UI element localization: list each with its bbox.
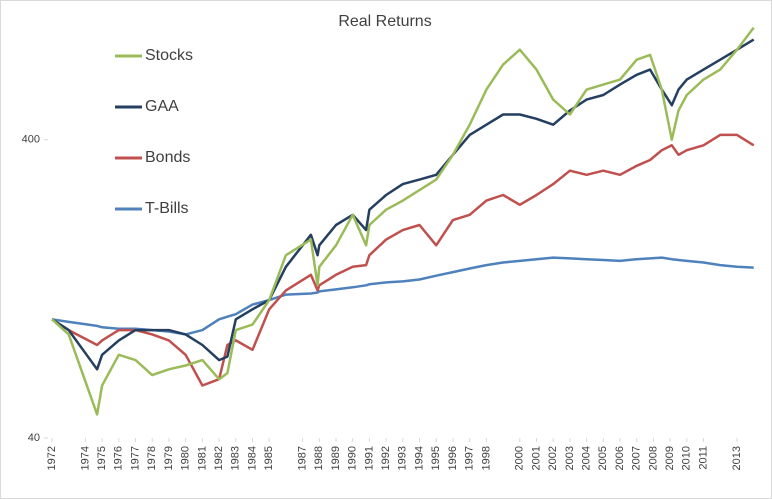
x-tick-label: 1977 — [129, 446, 141, 470]
x-tick-label: 1974 — [79, 446, 91, 470]
legend-label: Bonds — [145, 149, 190, 166]
x-tick-label: 2004 — [581, 446, 593, 470]
x-tick-label: 1984 — [246, 446, 258, 470]
x-tick-label: 2003 — [564, 446, 576, 470]
y-tick-label: 400 — [22, 134, 40, 146]
x-tick-label: 2013 — [731, 446, 743, 470]
x-tick-label: 1993 — [397, 446, 409, 470]
x-tick-label: 1985 — [263, 446, 275, 470]
x-tick-label: 1989 — [330, 446, 342, 470]
x-tick-label: 1976 — [113, 446, 125, 470]
x-tick-label: 2009 — [664, 446, 676, 470]
x-tick-label: 1991 — [363, 446, 375, 470]
x-tick-label: 2011 — [697, 446, 709, 470]
x-tick-label: 1972 — [46, 446, 58, 470]
legend-label: GAA — [145, 98, 179, 115]
y-tick-label: 40 — [28, 432, 40, 444]
legend-label: Stocks — [145, 47, 193, 64]
x-tick-label: 1983 — [230, 446, 242, 470]
x-tick-label: 2008 — [647, 446, 659, 470]
x-tick-label: 2010 — [681, 446, 693, 470]
x-tick-label: 2006 — [614, 446, 626, 470]
chart-title: Real Returns — [338, 13, 431, 30]
x-tick-label: 1988 — [313, 446, 325, 470]
x-tick-label: 2001 — [530, 446, 542, 470]
x-tick-label: 1980 — [180, 446, 192, 470]
series-line — [51, 26, 755, 416]
x-tick-label: 1987 — [296, 446, 308, 470]
series-line — [51, 38, 755, 371]
x-tick-label: 1995 — [430, 446, 442, 470]
x-tick-label: 1978 — [146, 446, 158, 470]
x-tick-label: 2007 — [631, 446, 643, 470]
x-tick-label: 2000 — [514, 446, 526, 470]
x-tick-label: 2002 — [547, 446, 559, 470]
series-line — [51, 133, 755, 387]
x-tick-label: 1975 — [96, 446, 108, 470]
x-tick-label: 1992 — [380, 446, 392, 470]
x-tick-label: 1990 — [347, 446, 359, 470]
x-tick-label: 1994 — [413, 446, 425, 470]
x-tick-label: 1998 — [480, 446, 492, 470]
x-tick-label: 1982 — [213, 446, 225, 470]
x-tick-label: 1997 — [464, 446, 476, 470]
x-tick-label: 1981 — [196, 446, 208, 470]
x-tick-label: 1996 — [447, 446, 459, 470]
legend-label: T-Bills — [145, 200, 189, 217]
x-tick-label: 1979 — [163, 446, 175, 470]
x-tick-label: 2005 — [597, 446, 609, 470]
